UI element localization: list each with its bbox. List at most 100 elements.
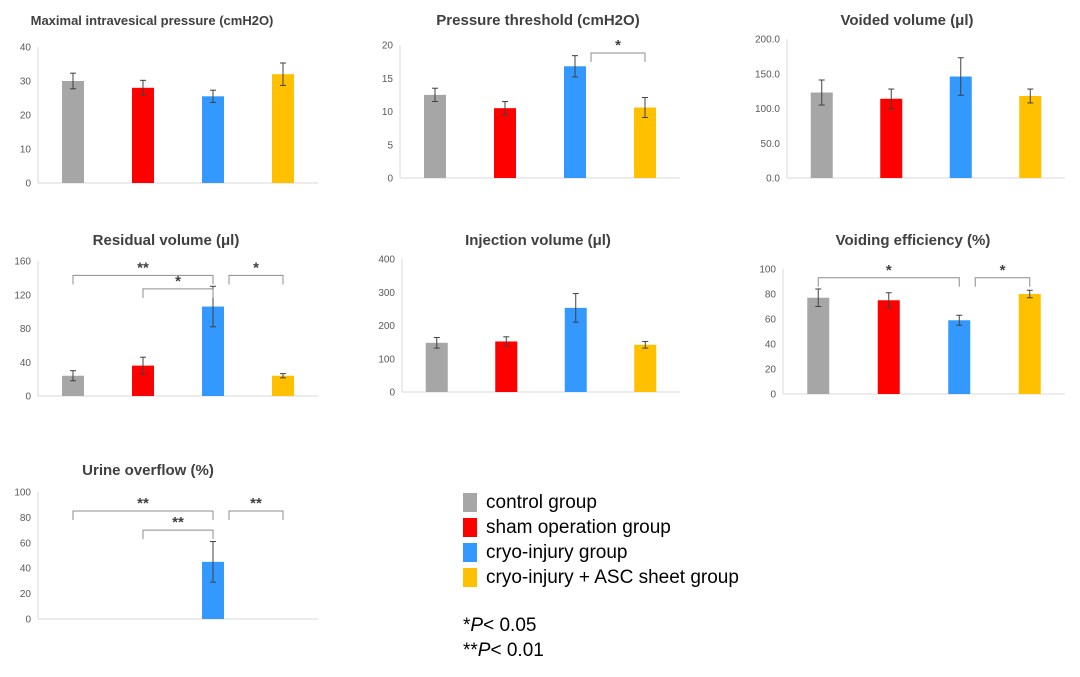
significance-bracket [590,52,646,62]
significance-label: ** [172,514,184,531]
error-bar-cryo [210,541,216,583]
error-bar-cryo [572,55,578,78]
error-bar-sham [888,88,895,109]
significance-label: * [615,37,621,54]
significance-label: * [1000,262,1006,279]
y-tick-label: 0 [389,388,395,399]
error-bar-asc [1026,289,1033,299]
bar-sham [877,300,900,394]
y-tick-label: 40 [765,340,777,351]
sig-p: P [470,615,484,636]
chart-title: Injection volume (μl) [465,232,611,249]
bar-asc [1018,294,1041,394]
significance-label: * [253,259,259,276]
bar-control [425,342,448,392]
y-tick-label: 40 [20,564,32,575]
y-tick-label: 400 [378,255,395,266]
y-tick-label: 0 [25,179,31,190]
chart-urine-overflow: Urine overflow (%) 0 20 40 60 80 100 ** ** ** [0,455,340,635]
y-tick-label: 300 [378,288,395,299]
error-bar-control [432,87,438,103]
legend-swatch-sham [463,518,477,537]
legend-label: control group [486,491,597,513]
chart-voided-volume: Voided volume (μl) 0.0 50.0 100.0 150.0 200.0 [735,5,1080,195]
sig-stars: * [463,615,471,636]
significance-label: ** [250,495,262,512]
bar-control [424,94,446,178]
error-bar-asc [280,62,286,86]
bar-asc [272,74,294,183]
bar-control [807,297,830,394]
bar-sham [132,365,154,396]
error-bar-cryo [957,57,964,96]
y-tick-label: 0 [387,174,393,185]
chart-title: Voiding efficiency (%) [836,232,991,249]
bar-cryo [564,66,586,178]
significance-bracket [72,510,214,521]
significance-label: ** [137,259,149,276]
legend-swatch-asc [463,568,477,587]
y-tick-label: 20 [382,41,394,52]
y-tick-label: 60 [765,315,777,326]
legend-item-cryo: cryo-injury group [463,540,739,565]
bar-sham [495,341,518,392]
error-bar-sham [885,292,892,309]
error-bar-asc [642,97,648,118]
chart-svg: Injection volume (μl) 0 100 200 300 400 [378,232,680,399]
error-bar-control [818,79,825,106]
error-bar-sham [140,356,146,375]
y-tick-label: 5 [387,140,393,151]
bar-control [62,81,84,183]
significance-bracket [72,274,214,285]
y-tick-label: 20 [765,365,777,376]
error-bar-control [815,288,822,307]
error-bar-asc [642,340,649,349]
legend-label: cryo-injury group [486,541,628,563]
significance-bracket [228,274,284,285]
y-tick-label: 150.0 [755,69,780,80]
bar-cryo [564,307,587,392]
legend-label: sham operation group [486,516,671,538]
bar-control [810,92,833,178]
chart-title: Urine overflow (%) [82,462,214,479]
bar-cryo [202,96,224,183]
significance-bracket [817,277,960,287]
bar-asc [634,107,656,178]
bar-asc [1019,95,1042,178]
y-tick-label: 0 [770,390,776,401]
bar-asc [272,375,294,396]
y-tick-label: 20 [20,589,32,600]
y-tick-label: 50.0 [761,139,781,150]
chart-svg: Urine overflow (%) 0 20 40 60 80 100 ** ** ** [14,462,318,626]
bar-cryo [202,306,224,396]
significance-bracket [142,288,214,298]
sig-rest: < 0.01 [490,640,544,661]
y-tick-label: 100 [759,265,776,276]
error-bar-control [433,336,440,349]
y-tick-label: 0 [25,392,31,403]
error-bar-cryo [956,314,963,326]
chart-voiding-efficiency: Voiding efficiency (%) 0 20 40 60 80 100 * * [735,225,1080,415]
chart-residual-volume: Residual volume (μl) 0 40 80 120 160 ** * * [0,225,340,415]
y-tick-label: 40 [20,358,32,369]
y-tick-label: 160 [14,257,31,268]
significance-label: * [886,262,892,279]
y-tick-label: 0 [25,615,31,626]
bar-sham [880,98,903,178]
chart-svg: Pressure threshold (cmH2O) 0 5 10 15 20 * [382,12,680,185]
significance-note-p001: **P< 0.01 [463,638,544,663]
chart-injection-volume: Injection volume (μl) 0 100 200 300 400 [360,225,700,415]
bar-sham [494,108,516,178]
error-bar-sham [503,336,510,347]
significance-notes: *P< 0.05 **P< 0.01 [463,613,544,663]
error-bar-control [70,72,76,90]
chart-svg: Voided volume (μl) 0.0 50.0 100.0 150.0 200.0 [755,12,1065,185]
chart-title: Voided volume (μl) [840,12,973,29]
y-tick-label: 100.0 [755,104,780,115]
chart-title: Maximal intravesical pressure (cmH2O) [31,13,274,28]
error-bar-cryo [572,293,579,323]
bar-asc [634,344,657,392]
chart-svg: Maximal intravesical pressure (cmH2O) 0 10… [20,13,318,190]
legend-item-asc: cryo-injury + ASC sheet group [463,565,739,590]
error-bar-cryo [210,89,216,103]
